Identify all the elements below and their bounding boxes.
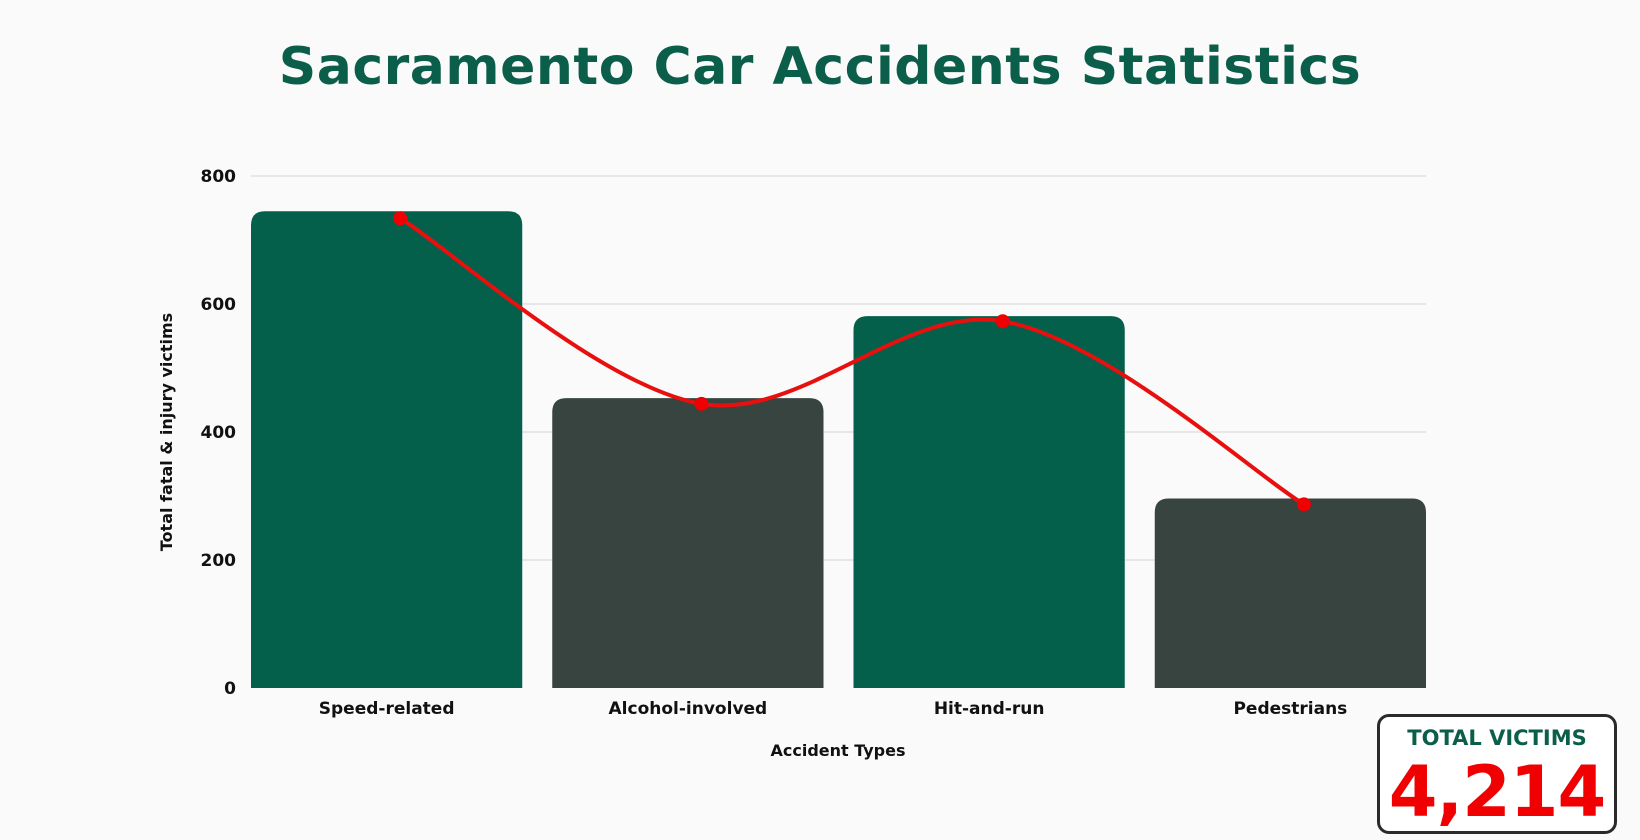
y-tick-label: 400 [201,423,237,443]
x-tick-label: Alcohol-involved [609,699,768,719]
y-tick-label: 200 [201,551,237,571]
bar-speed-related [251,211,523,688]
total-victims-label: TOTAL VICTIMS [1407,726,1587,750]
trend-point [995,314,1010,329]
trend-point [1296,497,1311,512]
x-tick-label: Speed-related [319,699,455,719]
x-tick-label: Hit-and-run [934,699,1045,719]
total-victims-box: TOTAL VICTIMS 4,214 [1377,714,1617,834]
total-victims-value: 4,214 [1388,751,1606,833]
trend-point [694,396,709,411]
bar-alcohol-involved [552,398,824,688]
y-tick-label: 800 [201,167,237,187]
y-tick-label: 0 [224,679,236,699]
chart-title: Sacramento Car Accidents Statistics [278,37,1362,97]
y-tick-label: 600 [201,295,237,315]
y-axis-title: Total fatal & injury victims [157,313,176,551]
trend-line [399,216,1305,507]
trend-point [393,211,408,226]
bar-pedestrians [1154,498,1426,688]
x-axis-title: Accident Types [770,741,905,760]
x-tick-label: Pedestrians [1233,699,1347,719]
bar-hit-and-run [853,316,1125,688]
